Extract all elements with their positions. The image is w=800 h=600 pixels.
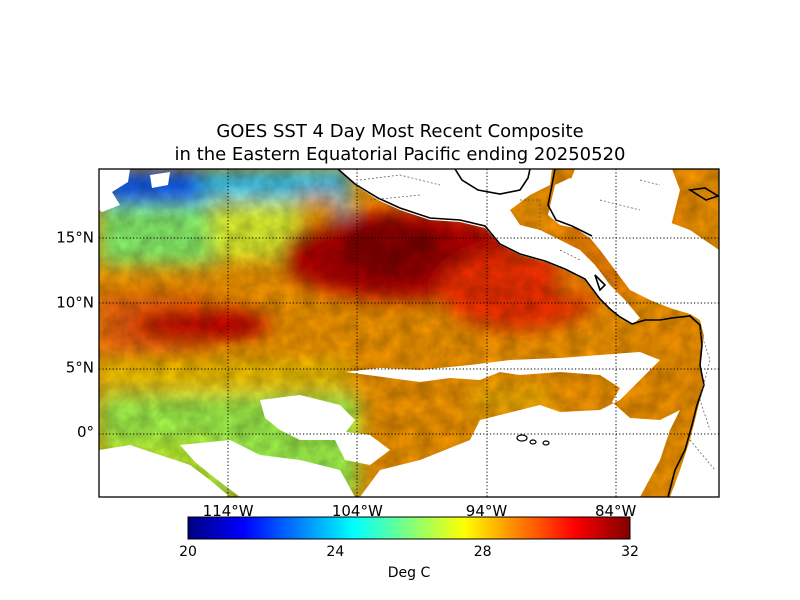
latitude-label: 0°	[77, 423, 94, 441]
colorbar-tick-label: 24	[326, 544, 344, 560]
graticule	[99, 169, 719, 497]
galapagos-islands	[516, 434, 550, 446]
latitude-label: 15°N	[56, 229, 94, 247]
political-borders	[359, 174, 716, 471]
longitude-label: 94°W	[466, 502, 508, 520]
map-title-line-1: GOES SST 4 Day Most Recent Composite	[216, 121, 584, 142]
sst-field	[99, 169, 719, 497]
colorbar-ticks: 20 24 28 32	[179, 544, 639, 560]
map-title-line-2: in the Eastern Equatorial Pacific ending…	[174, 144, 626, 165]
colorbar-tick-label: 32	[621, 544, 639, 560]
colorbar-unit-label: Deg C	[388, 565, 431, 581]
latitude-labels: 15°N 10°N 5°N 0°	[56, 229, 94, 441]
no-data-mask	[99, 169, 719, 497]
latitude-label: 10°N	[56, 294, 94, 312]
colorbar	[187, 516, 631, 540]
coastline	[337, 169, 719, 497]
colorbar-tick-label: 28	[474, 544, 492, 560]
latitude-label: 5°N	[66, 358, 94, 376]
longitude-label: 114°W	[203, 502, 254, 520]
longitude-label: 84°W	[595, 502, 637, 520]
longitude-label: 104°W	[332, 502, 383, 520]
longitude-labels: 114°W 104°W 94°W 84°W	[203, 502, 637, 520]
colorbar-tick-label: 20	[179, 544, 197, 560]
map-frame	[98, 168, 720, 498]
